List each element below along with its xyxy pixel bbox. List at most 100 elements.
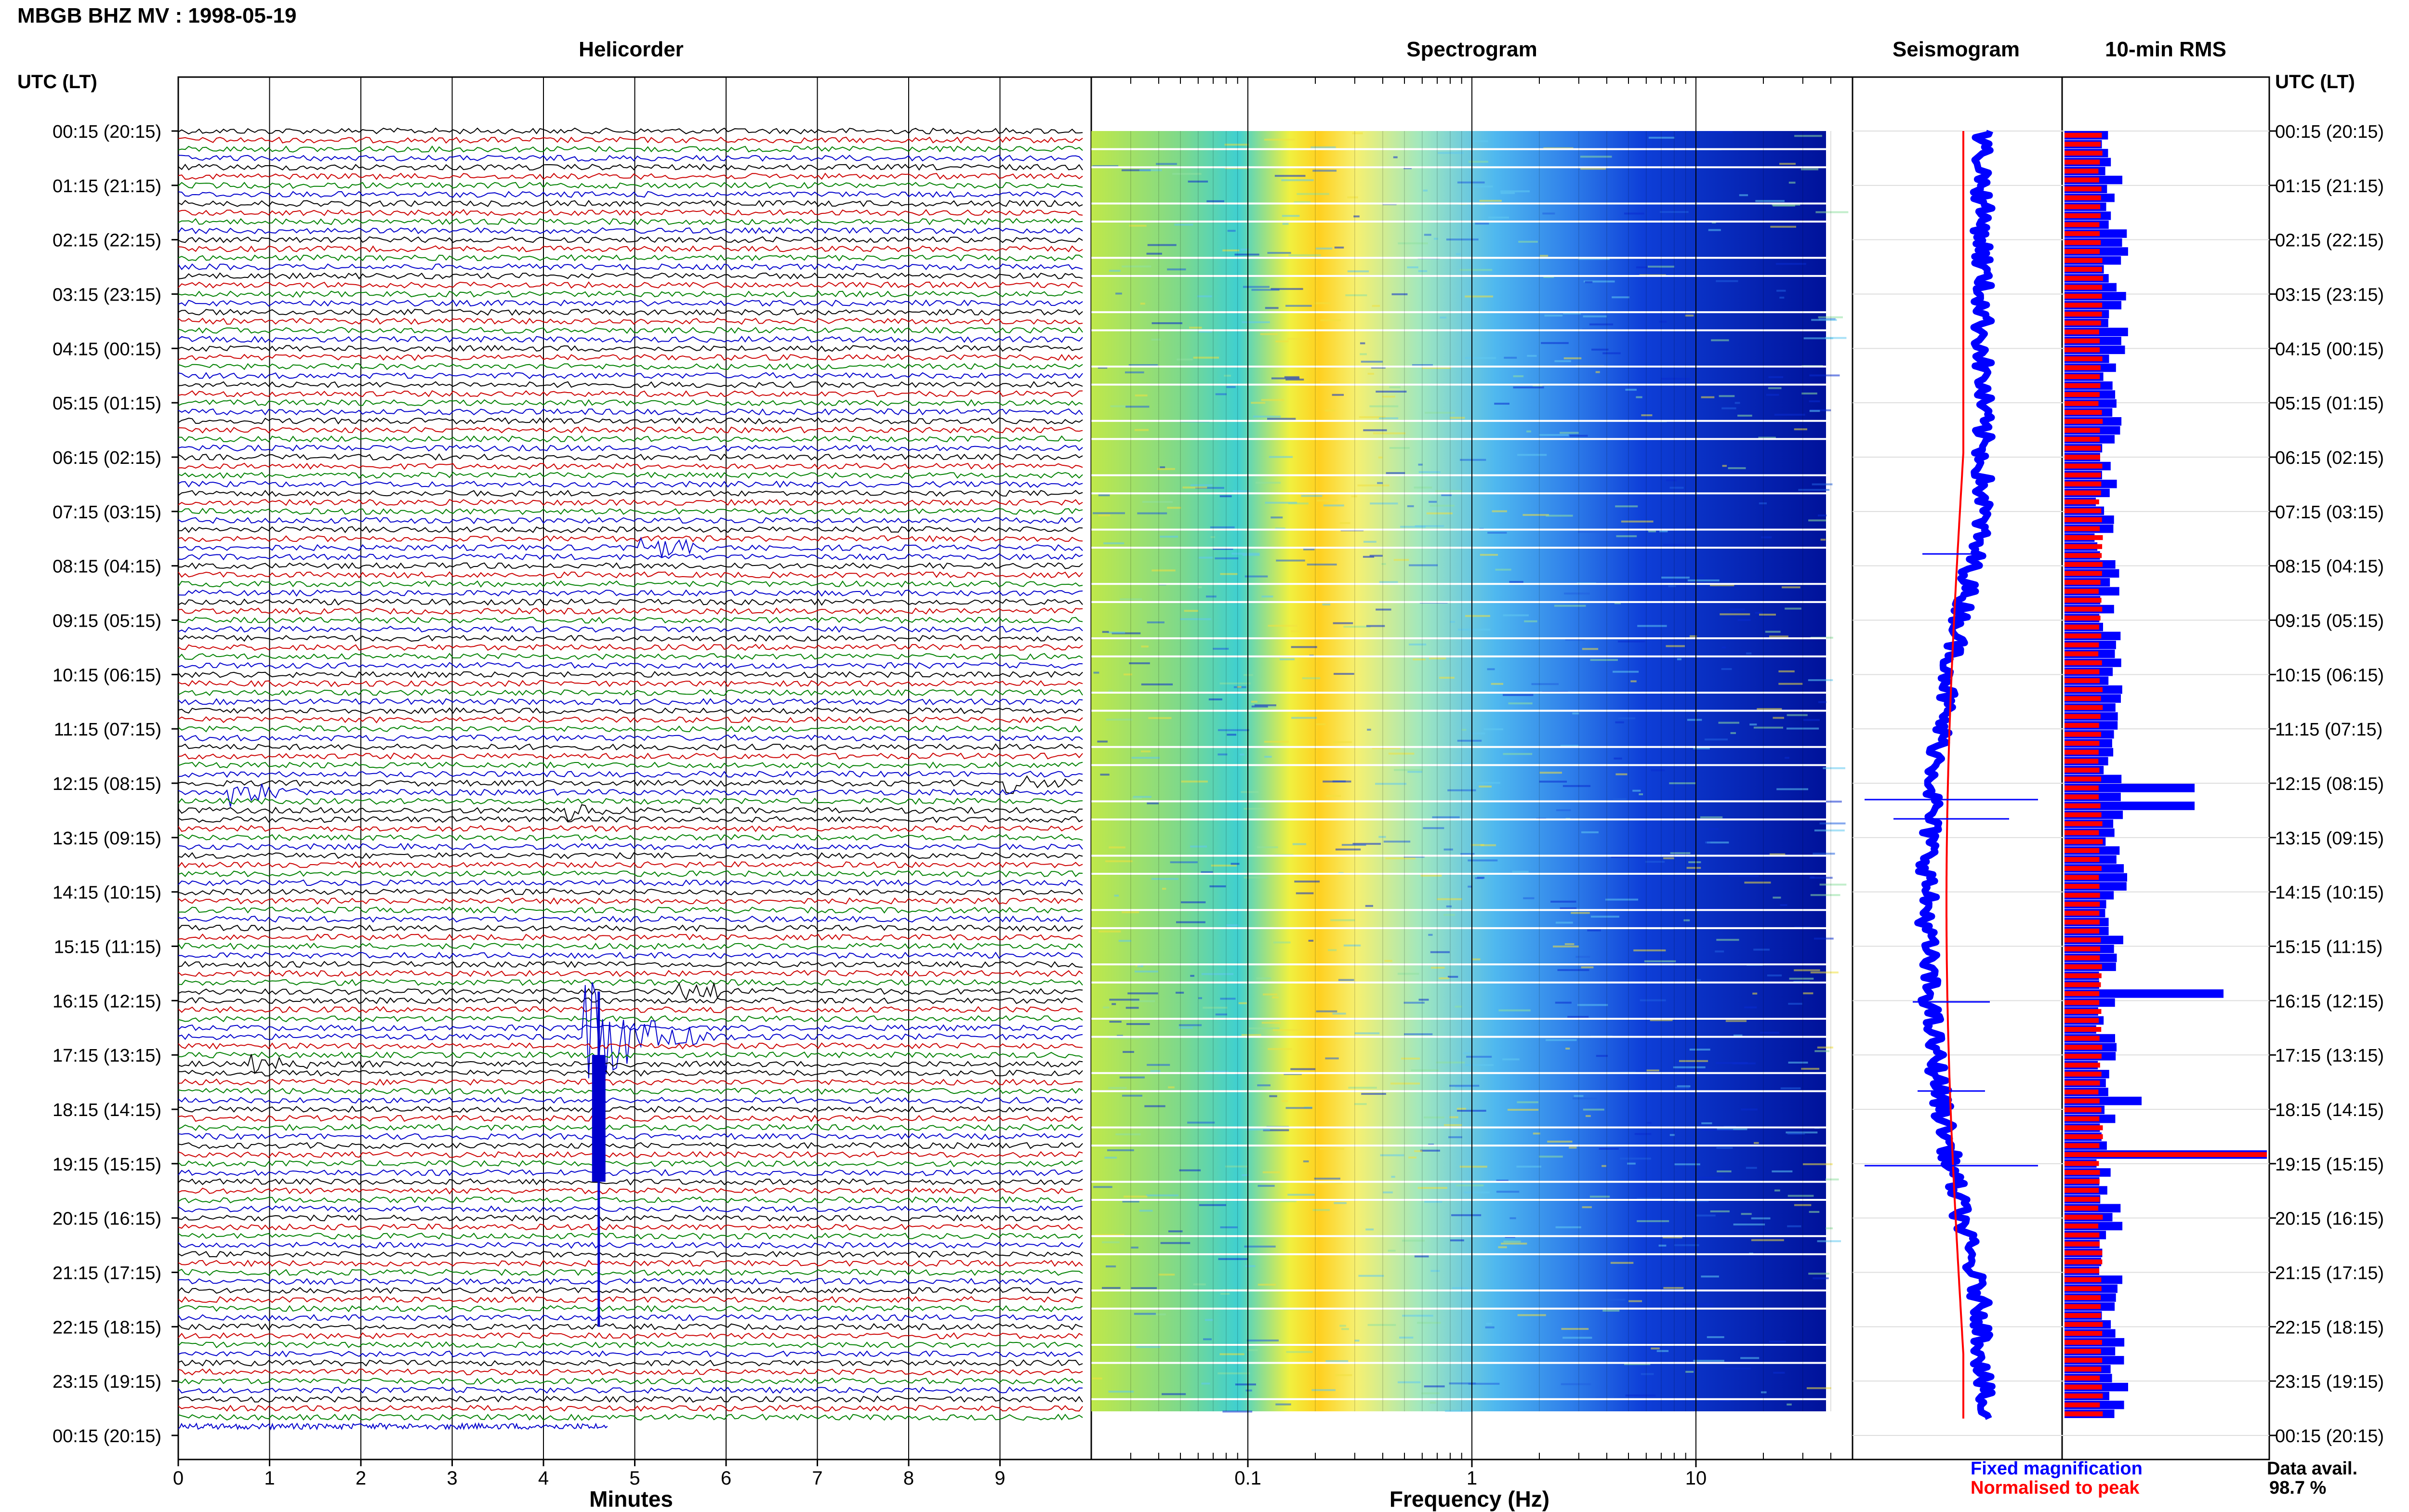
rms-normalised-bar [2065, 329, 2099, 335]
spectrogram-texture [1518, 240, 1538, 243]
spectrogram-texture [1343, 626, 1371, 628]
spectrogram-texture [1809, 877, 1833, 879]
helicorder-trace-15 [178, 263, 1083, 271]
spectrogram-texture [1475, 223, 1489, 225]
spectrogram-texture [1581, 966, 1594, 969]
spectrogram-texture [1769, 635, 1788, 638]
spectrogram-texture [1292, 843, 1307, 845]
spectrogram-texture [1388, 752, 1415, 755]
spectrogram-texture [1206, 200, 1224, 202]
spectrogram-texture [1775, 263, 1806, 265]
spectrogram-texture [1334, 673, 1354, 675]
spectrogram-texture [1494, 403, 1509, 405]
spectrogram-texture [1717, 1170, 1732, 1172]
spectrogram-texture [1320, 1148, 1344, 1150]
rms-normalised-bar [2065, 1367, 2102, 1372]
spectrogram-texture [1678, 1200, 1709, 1202]
helicorder-trace-114 [178, 1160, 1083, 1168]
helicorder-xtick-0: 0 [173, 1468, 184, 1489]
data-availability-label: Data avail. [2267, 1459, 2357, 1479]
spectrogram-texture [1809, 374, 1840, 377]
spectrogram-texture [1616, 535, 1637, 538]
spectrogram-texture [1641, 414, 1653, 417]
spectrogram-texture [1446, 905, 1452, 907]
spectrogram-texture [1328, 949, 1337, 951]
helicorder-trace-121 [178, 1223, 1083, 1231]
spectrogram-texture [1108, 690, 1113, 692]
helicorder-trace-30 [178, 399, 1083, 407]
spectrogram-texture [1422, 367, 1451, 369]
spectrogram-texture [1625, 1394, 1656, 1397]
spectrogram-texture [1117, 1035, 1123, 1037]
spectrogram-texture [1360, 342, 1365, 344]
spectrogram-texture [1162, 1393, 1186, 1395]
spectrogram-texture [1773, 717, 1784, 719]
spectrogram-texture [1509, 581, 1523, 583]
spectrogram-texture [1272, 1029, 1302, 1031]
spectrogram-texture [1238, 1002, 1247, 1004]
spectrogram-texture [1197, 586, 1202, 589]
spectrogram-texture [1092, 1377, 1102, 1380]
spectrogram-texture [1119, 1076, 1145, 1078]
spectrogram-texture [1539, 772, 1562, 774]
spectrogram-texture [1363, 556, 1375, 558]
spectrogram-texture [1668, 585, 1676, 587]
helicorder-trace-112 [178, 1142, 1083, 1149]
helicorder-xtick-9: 9 [994, 1468, 1005, 1489]
rms-fixed-bar [2065, 989, 2224, 998]
rms-normalised-bar [2065, 1179, 2100, 1184]
spectrogram-texture [1543, 276, 1554, 278]
spectrogram-texture [1580, 168, 1606, 170]
rms-normalised-bar [2065, 902, 2100, 907]
spectrogram-texture [1297, 193, 1329, 195]
spectrogram-texture [1177, 358, 1193, 361]
spectrogram-texture [1131, 1287, 1157, 1289]
spectrogram-texture [1162, 888, 1166, 890]
helicorder-trace-103 [178, 1054, 1083, 1075]
spectrogram-texture [1584, 280, 1615, 283]
rms-normalised-bar [2065, 508, 2102, 513]
spectrogram-texture [1429, 657, 1446, 659]
spectrogram-texture [1144, 1105, 1165, 1107]
spectrogram-texture [1788, 1062, 1808, 1064]
spectrogram-texture [1098, 367, 1108, 369]
spectrogram-texture [1487, 532, 1507, 534]
spectrogram-texture [1323, 780, 1351, 783]
spectrogram-texture [1105, 860, 1133, 862]
rms-normalised-bar [2065, 1313, 2101, 1318]
helicorder-trace-22 [178, 327, 1083, 334]
spectrogram-texture [1685, 1371, 1694, 1373]
spectrogram-texture [1778, 683, 1803, 685]
spectrogram-texture [1640, 999, 1666, 1001]
spectrogram-texture [1122, 1094, 1142, 1097]
spectrogram-texture [1605, 898, 1639, 901]
spectrogram-texture [1285, 379, 1304, 381]
rms-normalised-bar [2065, 1080, 2100, 1086]
spectrogram-texture [1753, 948, 1770, 951]
helicorder-trace-45 [178, 535, 1083, 543]
spectrogram-texture [1179, 1169, 1201, 1171]
spectrogram-texture [1322, 603, 1331, 605]
spectrogram-texture [1701, 1122, 1712, 1124]
rms-normalised-bar [2065, 1286, 2102, 1291]
spectrogram-texture [1131, 1000, 1155, 1002]
spectrogram-texture [1710, 1210, 1730, 1212]
spectrogram-texture [1826, 1178, 1839, 1181]
rms-normalised-bar [2065, 1045, 2103, 1050]
spectrogram-texture [1423, 827, 1444, 829]
spectrogram-texture [1539, 434, 1569, 436]
spectrogram-texture [1746, 652, 1752, 655]
spectrogram-texture [1468, 1382, 1500, 1385]
time-tick-right-9: 09:15 (05:15) [2275, 611, 2384, 631]
spectrogram-texture [1562, 1337, 1592, 1339]
spectrogram-texture [1156, 163, 1177, 165]
spectrogram-texture [1632, 789, 1641, 792]
helicorder-trace-39 [178, 480, 1083, 488]
spectrogram-texture [1513, 375, 1524, 378]
spectrogram-texture [1288, 502, 1309, 505]
spectrogram-texture [1812, 483, 1833, 486]
spectrogram-texture [1661, 577, 1690, 579]
spectrogram-texture [1389, 447, 1410, 449]
spectrogram-texture [1461, 729, 1467, 731]
